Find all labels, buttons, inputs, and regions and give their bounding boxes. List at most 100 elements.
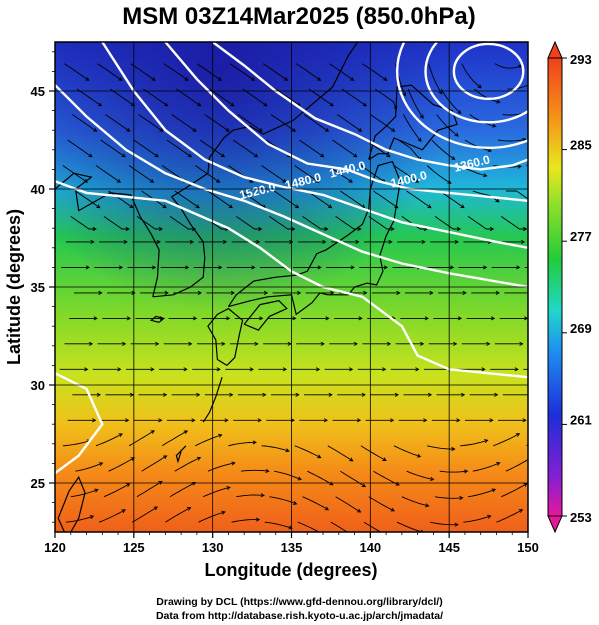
streamline-arrow: [192, 316, 198, 321]
streamline: [100, 139, 126, 158]
streamline-arrow: [150, 367, 155, 372]
coastline: [149, 315, 166, 323]
x-axis-ticks: 120 125 130 135 140 145 150: [44, 532, 539, 555]
x-tick-label: 150: [517, 540, 539, 555]
streamline: [262, 63, 288, 81]
streamline-arrow: [383, 265, 388, 270]
streamline: [494, 63, 522, 69]
streamline: [496, 509, 523, 523]
streamline-arrow: [489, 418, 494, 423]
streamline-arrow: [188, 341, 193, 346]
streamline-arrow: [542, 36, 545, 39]
colorbar-tick-label: 293: [570, 52, 592, 67]
streamline: [493, 433, 520, 447]
streamline-arrow: [531, 81, 534, 84]
streamline-arrow: [322, 239, 327, 244]
streamline-arrow: [353, 153, 358, 158]
streamline-arrow: [447, 180, 452, 184]
streamline: [403, 114, 422, 142]
streamline: [207, 190, 233, 209]
streamline-arrow: [495, 290, 500, 295]
streamline: [330, 521, 349, 532]
contour-line: [55, 372, 104, 475]
streamline-arrow: [460, 204, 465, 209]
streamline-arrow: [449, 265, 455, 270]
streamline-arrow: [523, 226, 528, 232]
streamline: [236, 494, 265, 498]
streamline: [242, 88, 268, 107]
streamline: [174, 457, 201, 472]
streamline-arrow: [324, 226, 329, 232]
streamline-arrow: [297, 476, 302, 481]
coastlines: [55, 42, 458, 532]
contour-low-ring: [395, 42, 528, 150]
streamline-arrow: [163, 455, 168, 460]
streamline: [232, 139, 258, 158]
streamline-arrow: [150, 430, 155, 434]
streamline-arrow: [252, 440, 257, 445]
streamline-arrow: [519, 341, 524, 346]
streamline-arrow: [361, 483, 367, 488]
streamline-arrow: [496, 462, 501, 466]
streamline-arrow: [390, 418, 395, 423]
streamline-arrow: [123, 239, 128, 244]
streamline-arrow: [116, 178, 122, 183]
y-tick-label: 40: [31, 182, 45, 197]
streamline-arrow: [454, 522, 459, 527]
streamline-arrow: [391, 127, 396, 132]
streamline-arrow: [288, 525, 293, 530]
y-tick-label: 35: [31, 280, 45, 295]
streamline: [505, 459, 528, 472]
streamline: [396, 521, 424, 532]
streamline: [95, 165, 121, 183]
streamline-arrow: [420, 341, 425, 346]
streamline-arrow: [352, 534, 355, 537]
streamline-arrow: [317, 265, 322, 270]
streamline: [166, 139, 192, 158]
streamline: [340, 190, 365, 209]
streamline-arrow: [221, 341, 226, 346]
streamline-arrow: [451, 156, 456, 160]
coastline: [55, 172, 160, 297]
streamline-arrow: [463, 469, 469, 474]
streamline-arrow: [320, 341, 325, 346]
streamline-arrow: [523, 483, 528, 487]
streamline-arrow: [402, 92, 407, 97]
streamline-arrow: [265, 468, 270, 473]
streamline: [294, 165, 320, 183]
streamline-arrow: [129, 204, 134, 209]
streamline-arrow: [230, 102, 235, 107]
streamline-arrow: [282, 367, 288, 372]
streamline: [231, 519, 260, 523]
y-axis-ticks: 25 30 35 40 45: [31, 51, 55, 523]
contour-line: [211, 42, 528, 171]
streamline-arrow: [429, 290, 434, 295]
streamline: [203, 486, 231, 498]
streamline-arrow: [492, 123, 497, 128]
streamline-arrow: [254, 341, 259, 346]
streamline-arrow: [517, 164, 522, 169]
streamline-arrow: [250, 76, 256, 81]
streamline-arrow: [164, 290, 169, 295]
streamline: [97, 63, 123, 81]
streamline-arrow: [390, 507, 395, 512]
streamline: [174, 190, 200, 209]
streamline: [373, 190, 398, 209]
streamline: [143, 88, 168, 107]
streamline-arrow: [225, 127, 230, 132]
streamline-arrow: [382, 457, 387, 461]
streamline-arrow: [85, 76, 90, 81]
streamline-arrow: [97, 102, 103, 107]
streamline: [431, 139, 455, 160]
contour-line: [55, 84, 528, 289]
streamline-arrow: [98, 290, 103, 295]
streamline-arrow: [327, 204, 333, 209]
streamline: [275, 88, 301, 107]
streamline-arrow: [162, 204, 167, 209]
streamline-arrow: [98, 462, 104, 467]
streamline-arrow: [259, 316, 264, 321]
streamline: [169, 482, 196, 498]
streamline: [303, 114, 329, 132]
